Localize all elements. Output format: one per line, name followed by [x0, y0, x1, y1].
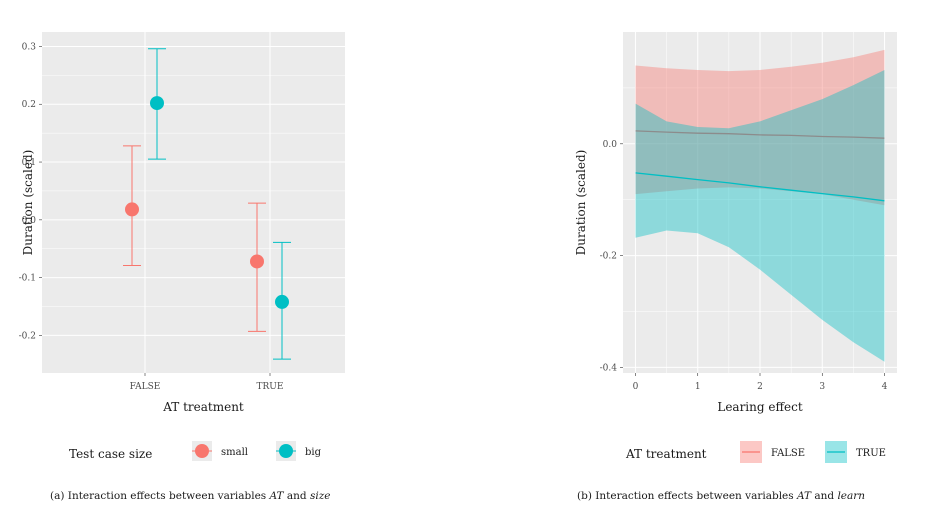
plot-panel [42, 32, 345, 373]
legend-label: FALSE [771, 448, 805, 459]
legend-title: Test case size [69, 447, 152, 461]
legend: AT treatment FALSE TRUE [625, 441, 886, 463]
x-tick-label: 4 [882, 382, 888, 392]
caption-part: AT [269, 490, 285, 502]
chart-b: 0 1 2 3 4 -0.4 -0.2 0.0 Learing effect Duration (… [574, 32, 897, 502]
caption-part: size [310, 490, 331, 502]
ribbon-TRUE [635, 70, 885, 362]
legend-label: big [305, 447, 322, 458]
legend-title: AT treatment [625, 447, 707, 461]
y-axis-title: Duration (scaled) [574, 150, 588, 256]
x-axis-title: Learing effect [717, 400, 802, 414]
line-TRUE [635, 172, 885, 202]
y-tick-label: 0.2 [22, 100, 36, 110]
x-tick-label: 2 [757, 382, 763, 392]
legend-label: small [221, 447, 248, 458]
x-tick-label: TRUE [257, 382, 284, 392]
y-axis-title: Duration (scaled) [21, 150, 35, 256]
x-tick-label: 0 [633, 382, 639, 392]
caption-part: (b) Interaction effects between variable… [577, 490, 797, 502]
y-tick-label: 0.0 [22, 216, 37, 226]
caption-part: and [811, 490, 837, 502]
legend-key-point [195, 444, 209, 458]
line-FALSE [635, 130, 885, 139]
data-point [150, 96, 164, 111]
data-point [125, 202, 139, 217]
y-tick-label: 0.0 [603, 140, 618, 150]
data-point [250, 254, 264, 269]
ribbon-FALSE [635, 49, 885, 206]
caption-part: and [284, 490, 310, 502]
caption-part: (a) Interaction effects between variable… [50, 490, 270, 502]
chart-a: -0.2 -0.1 0.0 0.1 0.2 0.3 FALSE TRUE AT treatmen… [19, 32, 345, 502]
x-axis-title: AT treatment [162, 400, 244, 414]
y-tick-label: -0.4 [600, 363, 618, 373]
caption-part: learn [837, 490, 865, 502]
y-tick-label: -0.2 [19, 331, 36, 341]
x-tick-label: FALSE [130, 382, 161, 392]
y-tick-label: 0.1 [22, 158, 36, 168]
y-tick-label: 0.3 [22, 42, 37, 52]
caption-a: (a) Interaction effects between variable… [50, 490, 330, 502]
x-tick-label: 1 [695, 382, 701, 392]
x-tick-label: 3 [819, 382, 825, 392]
legend: Test case size small big [69, 441, 322, 461]
caption-part: AT [796, 490, 812, 502]
legend-label: TRUE [856, 448, 886, 459]
y-tick-label: -0.2 [600, 252, 617, 262]
y-tick-label: -0.1 [19, 274, 36, 284]
series-small [123, 145, 266, 332]
series-big [148, 48, 291, 360]
data-point [275, 294, 289, 309]
caption-b: (b) Interaction effects between variable… [577, 490, 865, 502]
legend-key-point [279, 444, 293, 458]
